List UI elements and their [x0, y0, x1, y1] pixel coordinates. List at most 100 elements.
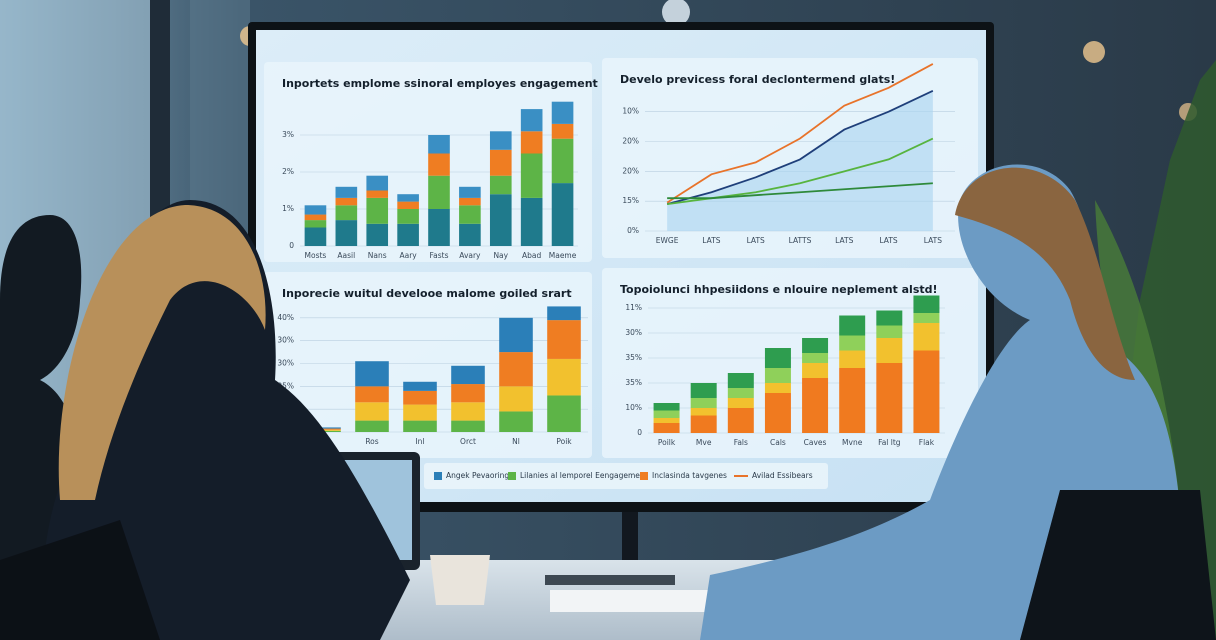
- line: [666, 89, 934, 206]
- bar-segment: [428, 135, 450, 154]
- x-tick-label: LATS: [879, 236, 897, 245]
- y-tick-label: 30%: [277, 359, 294, 368]
- phone: [545, 575, 675, 585]
- bar-segment: [727, 373, 754, 388]
- x-tick-label: Cals: [770, 438, 786, 447]
- bar-segment: [307, 428, 341, 430]
- bar-segment: [802, 363, 829, 378]
- bar-segment: [653, 403, 680, 411]
- x-tick-label: Orct: [460, 437, 476, 446]
- bar-segment: [839, 335, 866, 351]
- legend-label: Avilad Essibears: [752, 471, 813, 480]
- chair: [0, 520, 160, 640]
- y-tick-label: 20%: [622, 166, 639, 175]
- bar-segment: [451, 384, 485, 403]
- bar-segment: [489, 131, 512, 150]
- bar-segment: [727, 398, 754, 408]
- y-tick-label: 15%: [622, 196, 639, 205]
- bar-segment: [403, 404, 437, 421]
- y-tick-label: 35%: [625, 378, 642, 387]
- bar-segment: [304, 227, 327, 246]
- screen-content: Inportets emplome ssinoral employes enga…: [264, 58, 978, 489]
- bar-segment: [397, 201, 419, 209]
- bar-segment: [764, 368, 791, 383]
- y-tick-label: 30%: [277, 336, 294, 345]
- bar-segment: [335, 197, 358, 206]
- x-tick-label: Nl: [512, 437, 520, 446]
- bar-segment: [459, 205, 481, 224]
- bar-segment: [802, 378, 829, 433]
- legend-swatch: [508, 472, 516, 480]
- bar-segment: [403, 390, 437, 405]
- bar-segment: [551, 183, 574, 246]
- x-tick-label: LATS: [835, 236, 853, 245]
- bar-segment: [428, 209, 450, 246]
- x-tick-label: Maeme: [549, 251, 577, 260]
- bar-segment: [690, 415, 717, 433]
- y-tick-label: 10%: [622, 107, 639, 116]
- x-tick-label: LATS: [747, 236, 765, 245]
- bar-segment: [727, 388, 754, 398]
- bar-segment: [499, 352, 533, 387]
- bar-segment: [304, 220, 327, 228]
- bar-segment: [876, 325, 903, 338]
- bar-segment: [764, 383, 791, 393]
- bar-segment: [307, 427, 341, 429]
- bar-segment: [913, 295, 940, 313]
- bar-segment: [547, 320, 581, 359]
- chart-title: Inportets emplome ssinoral employes enga…: [282, 77, 598, 90]
- x-tick-label: Aary: [399, 251, 417, 260]
- bar-segment: [397, 223, 419, 246]
- bar-segment: [428, 175, 450, 209]
- y-tick-label: 35%: [277, 381, 294, 390]
- bar-segment: [653, 410, 680, 418]
- bar-segment: [690, 408, 717, 416]
- y-tick-label: 10%: [625, 403, 642, 412]
- legend-swatch: [434, 472, 442, 480]
- x-tick-label: Caves: [804, 438, 827, 447]
- bar-segment: [764, 348, 791, 368]
- bar-segment: [839, 350, 866, 368]
- bar-segment: [764, 393, 791, 433]
- x-tick-label: Fal ltg: [878, 438, 901, 447]
- bar-segment: [802, 353, 829, 363]
- legend-label: Lilanies al lemporel Eengagement: [520, 471, 648, 480]
- bar-segment: [489, 194, 512, 246]
- bar-segment: [499, 386, 533, 412]
- y-tick-label: 30%: [625, 328, 642, 337]
- bar-segment: [335, 220, 358, 246]
- bar-segment: [459, 223, 481, 246]
- x-tick-label: Nans: [368, 251, 387, 260]
- legend-label: Inclasinda tavgenes: [652, 471, 727, 480]
- bar-segment: [459, 186, 481, 198]
- y-tick-label: 0%: [627, 226, 639, 235]
- hair: [58, 205, 266, 500]
- bar-segment: [802, 338, 829, 353]
- bar-segment: [366, 190, 389, 198]
- x-tick-label: Abad: [522, 251, 541, 260]
- chart-title: Develo previcess foral declontermend gla…: [620, 73, 895, 86]
- bar-segment: [547, 358, 581, 396]
- bar-segment: [366, 175, 389, 191]
- legend-label: Angek Pevaoring: [446, 471, 509, 480]
- bar-segment: [547, 395, 581, 432]
- x-tick-label: Poilk: [658, 438, 676, 447]
- bar-segment: [520, 109, 543, 132]
- line: [666, 63, 934, 204]
- bar-segment: [304, 214, 327, 221]
- bar-segment: [913, 323, 940, 351]
- y-tick-label: 2%: [282, 167, 294, 176]
- bar-segment: [335, 205, 358, 221]
- x-tick-label: LATS: [702, 236, 720, 245]
- bar-segment: [876, 310, 903, 326]
- bar-segment: [839, 315, 866, 336]
- bar-segment: [355, 386, 389, 403]
- bar-segment: [403, 381, 437, 391]
- ceiling-light: [662, 0, 690, 26]
- bar-segment: [489, 175, 512, 195]
- x-tick-label: EWGE: [656, 236, 679, 245]
- x-tick-label: Fals: [734, 438, 748, 447]
- bar-segment: [355, 402, 389, 421]
- legend-swatch: [640, 472, 648, 480]
- bar-segment: [499, 317, 533, 353]
